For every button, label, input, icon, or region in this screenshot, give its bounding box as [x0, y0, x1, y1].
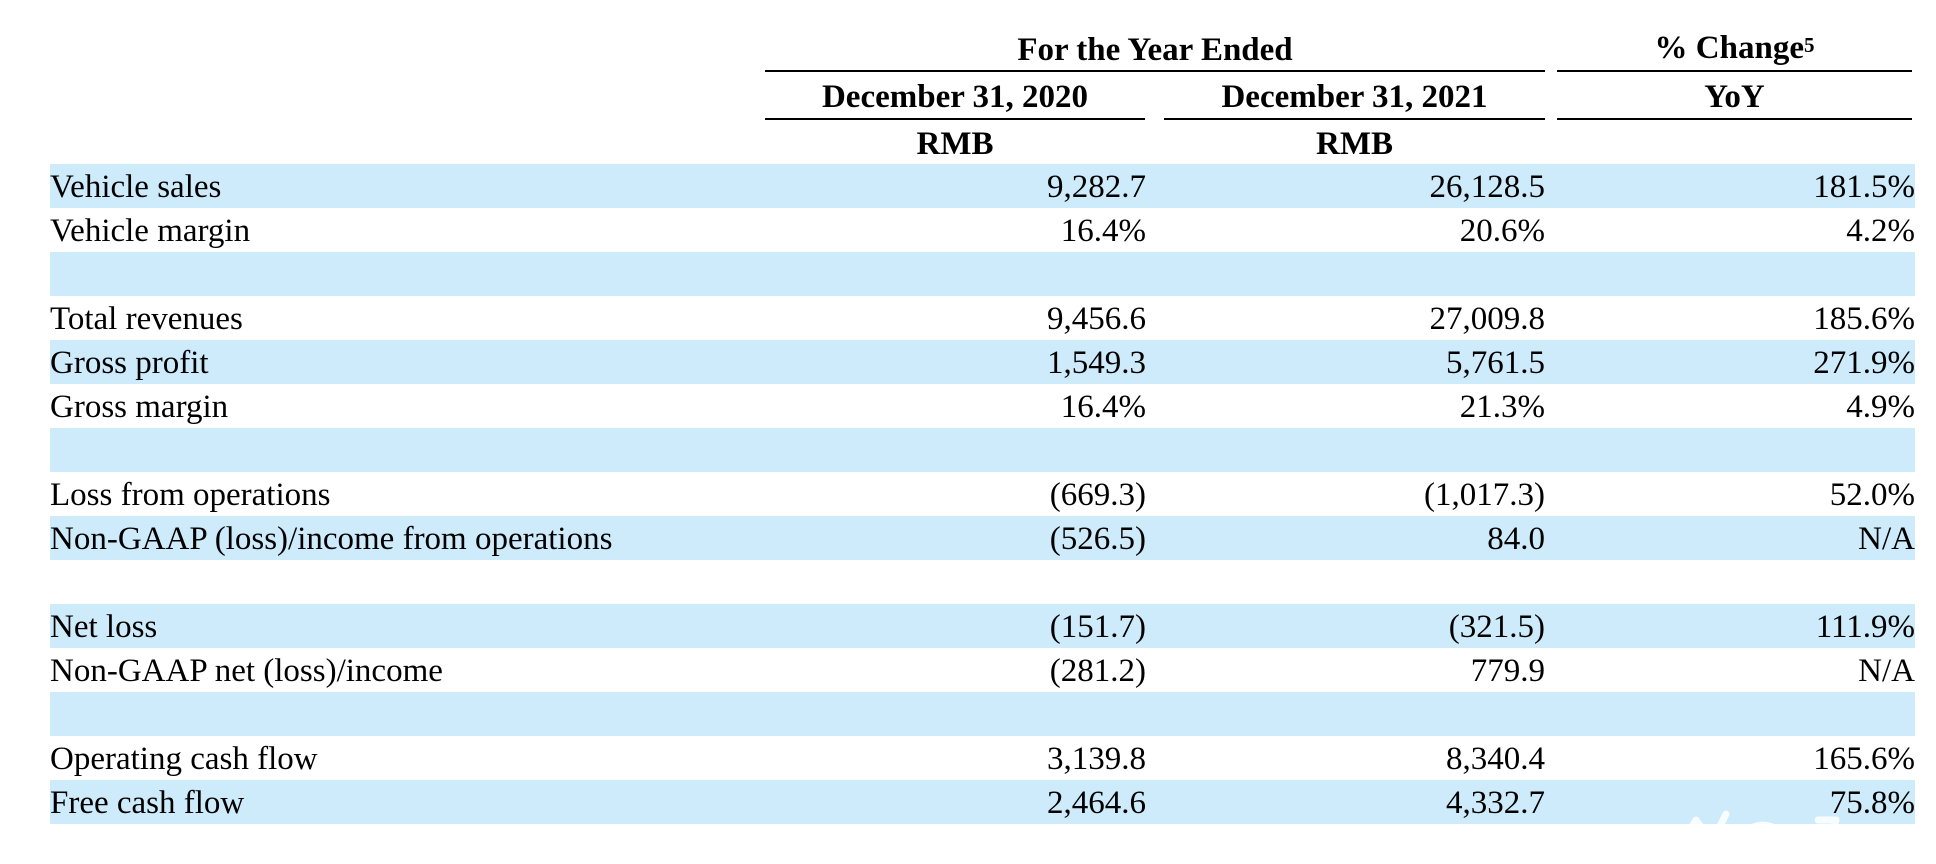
- value-yoy: 165.6%: [1813, 741, 1915, 777]
- value-yoy: [1515, 560, 1915, 604]
- value-2021: (1,017.3): [1424, 477, 1545, 513]
- table-row-non-gaap-net-income: Non-GAAP net (loss)/income (281.2) 779.9 N/…: [50, 648, 1915, 692]
- row-label: Non-GAAP (loss)/income from operations: [50, 521, 613, 557]
- row-label: Non-GAAP net (loss)/income: [50, 653, 443, 689]
- value-2020: (669.3): [1049, 477, 1146, 513]
- value-2021: 5,761.5: [1446, 345, 1545, 381]
- value-2021: 8,340.4: [1446, 741, 1545, 777]
- row-label: Net loss: [50, 609, 158, 645]
- row-label: Operating cash flow: [50, 741, 318, 777]
- value-yoy: [1515, 692, 1915, 736]
- row-label: Free cash flow: [50, 785, 245, 821]
- table-row-vehicle-margin: Vehicle margin 16.4% 20.6% 4.2%: [50, 208, 1915, 252]
- table-row-gross-margin: Gross margin 16.4% 21.3% 4.9%: [50, 384, 1915, 428]
- column-header-2021: December 31, 2021: [1221, 79, 1488, 115]
- column-header-2020: December 31, 2020: [821, 79, 1089, 115]
- column-rule-2021: [1164, 118, 1545, 120]
- change-group-label: % Change: [1654, 30, 1804, 66]
- value-2020: 9,456.6: [1047, 301, 1146, 337]
- value-2020: 1,549.3: [1047, 345, 1146, 381]
- table-row-free-cash-flow: Free cash flow 2,464.6 4,332.7 75.8%: [50, 780, 1915, 824]
- value-yoy: N/A: [1858, 653, 1915, 689]
- value-2021: 26,128.5: [1429, 169, 1546, 205]
- column-rule-2020: [765, 118, 1145, 120]
- table-row-loss-from-operations: Loss from operations (669.3) (1,017.3) 52.0…: [50, 472, 1915, 516]
- currency-label-2020: RMB: [916, 126, 994, 162]
- logo-watermark-icon: [1674, 810, 1840, 854]
- value-yoy: 4.2%: [1846, 213, 1915, 249]
- value-2020: (151.7): [1049, 609, 1146, 645]
- value-2021: 4,332.7: [1446, 785, 1545, 821]
- row-label: Vehicle sales: [50, 169, 222, 205]
- value-yoy: 185.6%: [1813, 301, 1915, 337]
- row-label: Vehicle margin: [50, 213, 251, 249]
- value-2020: 2,464.6: [1047, 785, 1146, 821]
- value-2020: (526.5): [1049, 521, 1146, 557]
- value-yoy: N/A: [1858, 521, 1915, 557]
- value-yoy: 75.8%: [1829, 785, 1915, 821]
- table-row-operating-cash-flow: Operating cash flow 3,139.8 8,340.4 165.6%: [50, 736, 1915, 780]
- row-label: Loss from operations: [50, 477, 331, 513]
- currency-label-2021: RMB: [1316, 126, 1393, 162]
- value-2020: (281.2): [1049, 653, 1146, 689]
- change-group-rule: [1557, 70, 1912, 72]
- value-yoy: 271.9%: [1813, 345, 1915, 381]
- row-label: Gross margin: [50, 389, 229, 425]
- value-yoy: 111.9%: [1815, 609, 1915, 645]
- table-row-gross-profit: Gross profit 1,549.3 5,761.5 271.9%: [50, 340, 1915, 384]
- table-row-spacer: [50, 692, 1915, 736]
- value-yoy: 4.9%: [1846, 389, 1915, 425]
- column-rule-yoy: [1557, 118, 1912, 120]
- table-row-vehicle-sales: Vehicle sales 9,282.7 26,128.5 181.5%: [50, 164, 1915, 208]
- value-2021: 27,009.8: [1429, 301, 1546, 337]
- value-yoy: 181.5%: [1813, 169, 1915, 205]
- table-row-spacer: [50, 428, 1915, 472]
- value-2021: 779.9: [1470, 653, 1545, 689]
- table-row-spacer: [50, 560, 1915, 604]
- value-2020: 9,282.7: [1047, 169, 1146, 205]
- value-2021: 84.0: [1487, 521, 1545, 557]
- value-yoy: [1515, 428, 1915, 472]
- value-2021: 20.6%: [1459, 213, 1545, 249]
- table-row-spacer: [50, 252, 1915, 296]
- period-group-header: For the Year Ended: [1017, 32, 1293, 68]
- value-2020: 16.4%: [1060, 389, 1146, 425]
- table-row-non-gaap-operations: Non-GAAP (loss)/income from operations (5…: [50, 516, 1915, 560]
- period-group-rule: [765, 70, 1545, 72]
- value-2020: 3,139.8: [1047, 741, 1146, 777]
- table-row-total-revenues: Total revenues 9,456.6 27,009.8 185.6%: [50, 296, 1915, 340]
- column-header-yoy: YoY: [1704, 79, 1765, 115]
- table-row-net-loss: Net loss (151.7) (321.5) 111.9%: [50, 604, 1915, 648]
- value-yoy: [1515, 252, 1915, 296]
- value-2021: 21.3%: [1459, 389, 1545, 425]
- value-yoy: 52.0%: [1829, 477, 1915, 513]
- value-2020: 16.4%: [1060, 213, 1146, 249]
- row-label: Total revenues: [50, 301, 243, 337]
- row-label: Gross profit: [50, 345, 209, 381]
- change-footnote: 5: [1803, 33, 1815, 57]
- change-group-header: % Change5: [1557, 28, 1912, 71]
- value-2021: (321.5): [1448, 609, 1545, 645]
